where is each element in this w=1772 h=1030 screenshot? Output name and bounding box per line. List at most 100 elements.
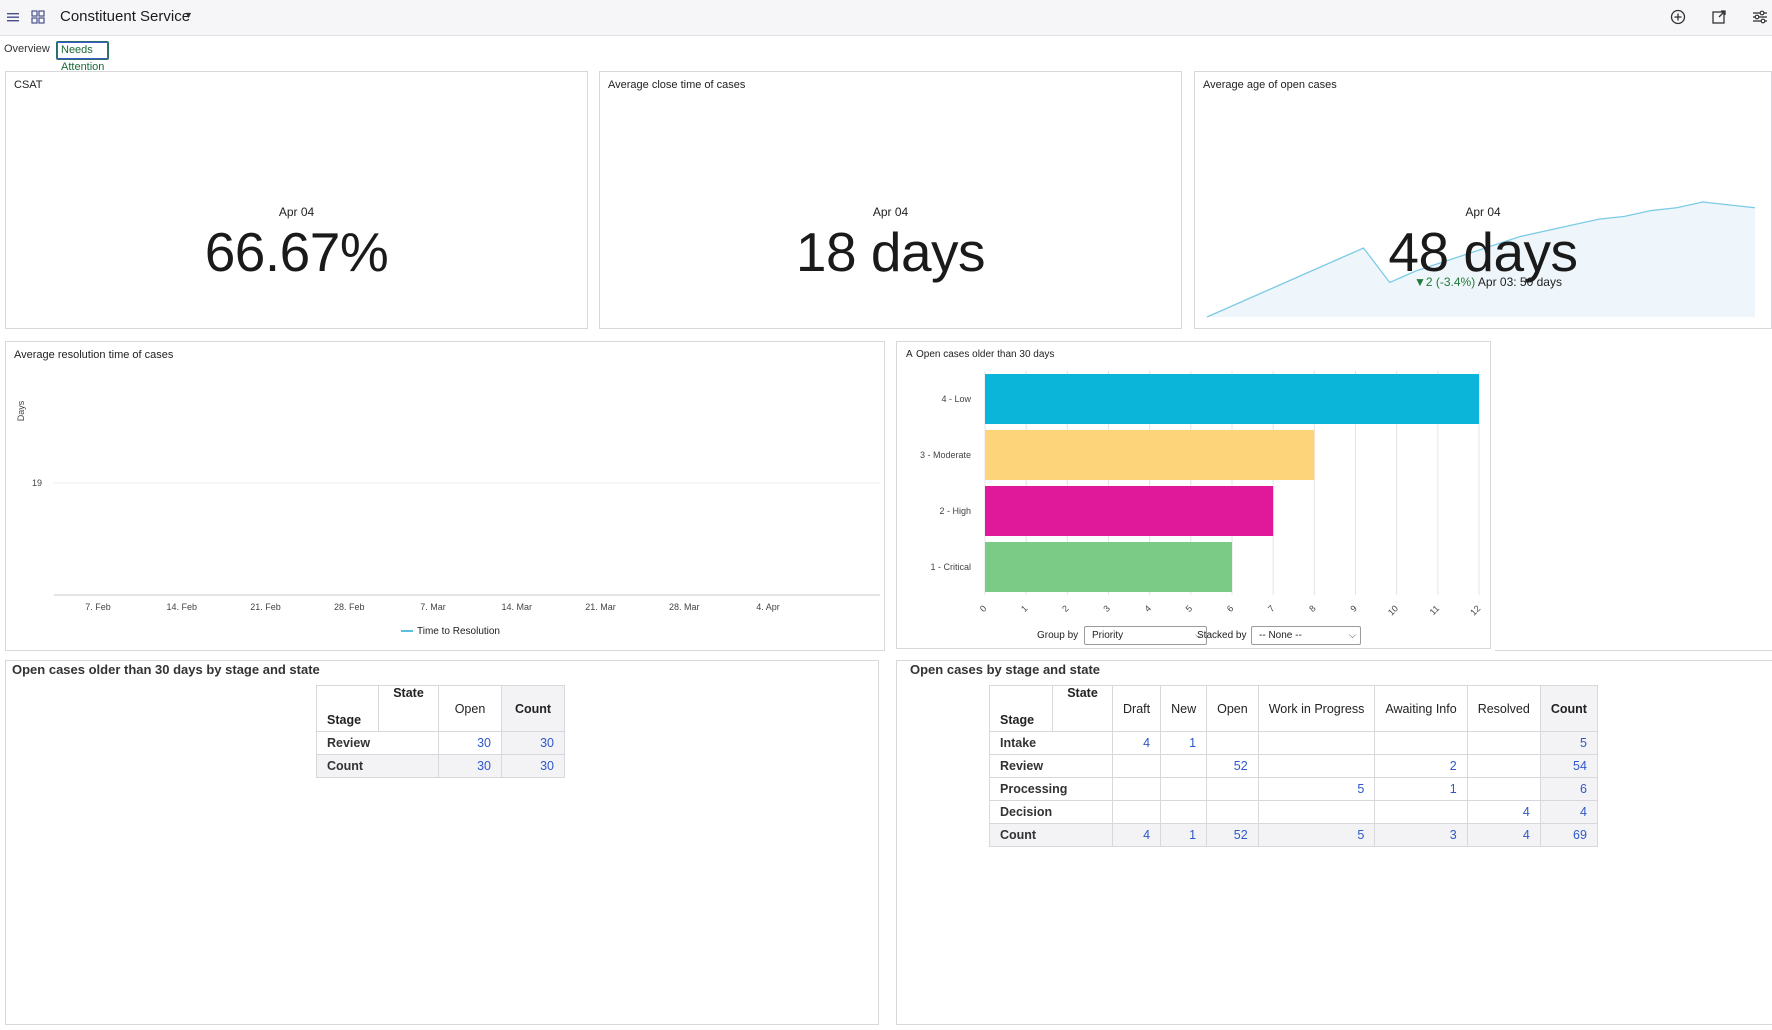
card-title: CSAT <box>14 79 43 91</box>
col-header-work-in-progress[interactable]: Work in Progress <box>1257 685 1376 732</box>
table-cell[interactable]: 52 <box>1206 823 1259 847</box>
table-cell[interactable]: 1 <box>1160 823 1208 847</box>
table-cell[interactable]: 4 <box>1539 800 1598 824</box>
x-tick-label: 3 <box>1101 603 1112 614</box>
table-cell <box>1206 800 1259 824</box>
table-cell[interactable]: 2 <box>1374 754 1468 778</box>
table-cell <box>1206 777 1259 801</box>
chart-legend[interactable]: Time to Resolution <box>401 626 500 637</box>
share-icon[interactable] <box>1710 8 1728 26</box>
row-label: Review <box>316 731 439 755</box>
tab-overview[interactable]: Overview <box>4 43 50 55</box>
table-cell[interactable]: 52 <box>1206 754 1259 778</box>
clipped-title-prefix: A <box>906 349 913 360</box>
table-cell <box>1374 800 1468 824</box>
x-tick-label: 21. Feb <box>250 602 281 612</box>
x-tick-label: 7. Mar <box>420 602 446 612</box>
x-tick-label: 21. Mar <box>585 602 616 612</box>
legend-label: Time to Resolution <box>417 626 500 637</box>
x-tick-label: 28. Mar <box>669 602 700 612</box>
group-by-value: Priority <box>1092 630 1124 641</box>
table-cell <box>1160 800 1208 824</box>
x-tick-label: 9 <box>1348 603 1359 614</box>
table-cell[interactable]: 6 <box>1539 777 1598 801</box>
table-cell[interactable]: 4 <box>1466 800 1541 824</box>
csat-card[interactable]: CSAT Apr 04 66.67% <box>5 71 588 329</box>
menu-icon[interactable] <box>6 8 20 26</box>
y-tick-label: 19 <box>32 478 42 488</box>
col-header-count[interactable]: Count <box>501 685 565 732</box>
x-tick-label: 5 <box>1184 603 1195 614</box>
col-header-new[interactable]: New <box>1160 685 1208 732</box>
card-title: Average age of open cases <box>1203 79 1337 91</box>
col-header-awaiting-info[interactable]: Awaiting Info <box>1374 685 1468 732</box>
corner-cell <box>316 685 379 709</box>
x-tick-label: 2 <box>1060 603 1071 614</box>
empty-header <box>1052 708 1113 732</box>
older-cases-table-card: Open cases older than 30 days by stage a… <box>5 660 879 1025</box>
table-cell <box>1374 731 1468 755</box>
stacked-by-select[interactable]: -- None -- ⌵ <box>1251 626 1361 645</box>
settings-sliders-icon[interactable] <box>1751 8 1769 26</box>
table-cell[interactable]: 1 <box>1374 777 1468 801</box>
resolution-time-card[interactable]: Average resolution time of cases Days 19… <box>5 341 885 651</box>
chevron-down-icon: ⌵ <box>1349 630 1356 640</box>
table-cell[interactable]: 30 <box>501 731 565 755</box>
table-cell <box>1111 777 1162 801</box>
row-label: Intake <box>989 731 1113 755</box>
close-time-card[interactable]: Average close time of cases Apr 04 18 da… <box>599 71 1182 329</box>
open-age-card[interactable]: Average age of open cases Apr 04 48 days… <box>1194 71 1772 329</box>
x-tick-label: 11 <box>1428 603 1442 617</box>
col-header-resolved[interactable]: Resolved <box>1466 685 1541 732</box>
category-label: 1 - Critical <box>930 562 971 572</box>
table-cell <box>1466 731 1541 755</box>
table-cell[interactable]: 30 <box>438 754 502 778</box>
table-cell[interactable]: 5 <box>1257 777 1376 801</box>
table-cell[interactable]: 54 <box>1539 754 1598 778</box>
table-cell[interactable]: 4 <box>1111 823 1162 847</box>
row-label: Processing <box>989 777 1113 801</box>
grid-icon[interactable] <box>30 9 46 25</box>
tab-needs-attention[interactable]: Needs Attention <box>56 41 110 73</box>
table-cell <box>1257 731 1376 755</box>
sparkline-area <box>1207 202 1755 317</box>
table-row: Decision 4 4 <box>989 800 1598 824</box>
stacked-by-value: -- None -- <box>1259 630 1302 641</box>
kpi-delta: ▼2 (-3.4%) Apr 03: 50 days <box>1414 275 1562 289</box>
bar-3-moderate[interactable] <box>985 430 1315 480</box>
stage-header: Stage <box>989 708 1053 732</box>
group-by-select[interactable]: Priority ⌵ <box>1084 626 1207 645</box>
table-cell[interactable]: 30 <box>438 731 502 755</box>
table-cell <box>1111 754 1162 778</box>
x-tick-label: 7. Feb <box>85 602 111 612</box>
table-cell[interactable]: 69 <box>1539 823 1598 847</box>
table-cell[interactable]: 5 <box>1539 731 1598 755</box>
bar-2-high[interactable] <box>985 486 1274 536</box>
delta-change: ▼2 (-3.4%) <box>1414 275 1476 289</box>
section-title: Open cases older than 30 days by stage a… <box>12 662 320 677</box>
table-row: Intake 4 1 5 <box>989 731 1598 755</box>
add-circle-icon[interactable] <box>1669 8 1687 26</box>
legend-swatch <box>401 630 413 633</box>
chevron-down-icon[interactable]: ▼ <box>184 10 193 20</box>
table-cell <box>1111 800 1162 824</box>
col-header-open[interactable]: Open <box>438 685 502 732</box>
dashboard-title[interactable]: Constituent Service <box>60 8 191 25</box>
col-header-count[interactable]: Count <box>1539 685 1598 732</box>
bar-4-low[interactable] <box>985 374 1479 424</box>
table-cell[interactable]: 4 <box>1466 823 1541 847</box>
empty-header <box>378 708 439 732</box>
card-title: Average resolution time of cases <box>14 349 174 361</box>
table-cell[interactable]: 4 <box>1111 731 1162 755</box>
bar-1-critical[interactable] <box>985 542 1232 592</box>
row-label: Count <box>989 823 1113 847</box>
col-header-open[interactable]: Open <box>1206 685 1259 732</box>
table-cell[interactable]: 3 <box>1374 823 1468 847</box>
table-cell[interactable]: 5 <box>1257 823 1376 847</box>
kpi-value: 48 days <box>1388 221 1578 283</box>
table-cell[interactable]: 1 <box>1160 731 1208 755</box>
table-cell[interactable]: 30 <box>501 754 565 778</box>
col-header-draft[interactable]: Draft <box>1111 685 1162 732</box>
all-cases-table-card: Open cases by stage and state State Draf… <box>896 660 1772 1025</box>
